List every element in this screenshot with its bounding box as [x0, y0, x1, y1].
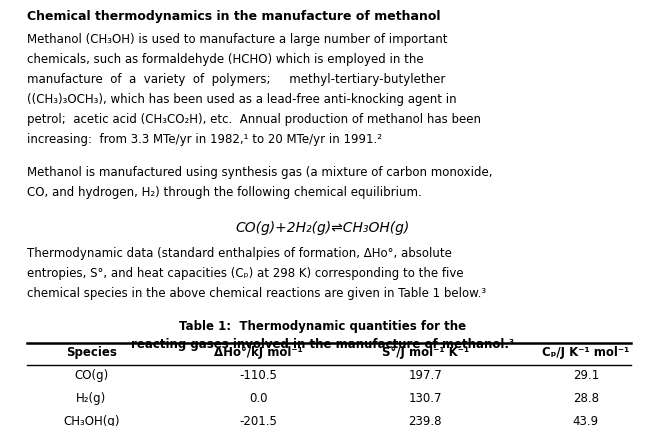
- Text: Methanol (CH₃OH) is used to manufacture a large number of important: Methanol (CH₃OH) is used to manufacture …: [27, 33, 448, 46]
- Text: CO(g)+2H₂(g)⇌CH₃OH(g): CO(g)+2H₂(g)⇌CH₃OH(g): [235, 222, 410, 235]
- Text: 130.7: 130.7: [408, 391, 442, 405]
- Text: Chemical thermodynamics in the manufacture of methanol: Chemical thermodynamics in the manufactu…: [27, 10, 441, 23]
- Bar: [27, 365, 631, 388]
- Text: manufacture  of  a  variety  of  polymers;     methyl-tertiary-butylether: manufacture of a variety of polymers; me…: [27, 73, 446, 86]
- Text: CH₃OH(g): CH₃OH(g): [63, 414, 119, 426]
- Text: Species: Species: [66, 346, 117, 359]
- Text: 239.8: 239.8: [408, 414, 442, 426]
- Text: CO(g): CO(g): [74, 369, 108, 382]
- Text: reacting gases involved in the manufacture of methanol.³: reacting gases involved in the manufactu…: [131, 337, 514, 351]
- Text: Table 1:  Thermodynamic quantities for the: Table 1: Thermodynamic quantities for th…: [179, 320, 466, 333]
- Text: ((CH₃)₃OCH₃), which has been used as a lead-free anti-knocking agent in: ((CH₃)₃OCH₃), which has been used as a l…: [27, 93, 457, 106]
- Text: petrol;  acetic acid (CH₃CO₂H), etc.  Annual production of methanol has been: petrol; acetic acid (CH₃CO₂H), etc. Annu…: [27, 113, 481, 126]
- Text: Cₚ/J K⁻¹ mol⁻¹: Cₚ/J K⁻¹ mol⁻¹: [542, 346, 630, 359]
- Text: ΔHᴏ°/kJ mol⁻¹: ΔHᴏ°/kJ mol⁻¹: [214, 346, 303, 359]
- Text: -201.5: -201.5: [239, 414, 277, 426]
- Text: H₂(g): H₂(g): [76, 391, 106, 405]
- Text: 197.7: 197.7: [408, 369, 442, 382]
- Text: increasing:  from 3.3 MTe/yr in 1982,¹ to 20 MTe/yr in 1991.²: increasing: from 3.3 MTe/yr in 1982,¹ to…: [27, 132, 382, 146]
- Text: CO, and hydrogen, H₂) through the following chemical equilibrium.: CO, and hydrogen, H₂) through the follow…: [27, 186, 422, 199]
- Text: 43.9: 43.9: [573, 414, 599, 426]
- Text: 28.8: 28.8: [573, 391, 599, 405]
- Text: chemicals, such as formaldehyde (HCHO) which is employed in the: chemicals, such as formaldehyde (HCHO) w…: [27, 53, 424, 66]
- Text: -110.5: -110.5: [239, 369, 277, 382]
- Text: S°/J mol⁻¹ K⁻¹: S°/J mol⁻¹ K⁻¹: [382, 346, 469, 359]
- Text: chemical species in the above chemical reactions are given in Table 1 below.³: chemical species in the above chemical r…: [27, 287, 486, 300]
- Text: 0.0: 0.0: [249, 391, 268, 405]
- Text: Methanol is manufactured using synthesis gas (a mixture of carbon monoxide,: Methanol is manufactured using synthesis…: [27, 166, 493, 179]
- Bar: [27, 411, 631, 426]
- Text: 29.1: 29.1: [573, 369, 599, 382]
- Text: entropies, S°, and heat capacities (Cₚ) at 298 K) corresponding to the five: entropies, S°, and heat capacities (Cₚ) …: [27, 267, 464, 280]
- Text: Thermodynamic data (standard enthalpies of formation, ΔHᴏ°, absolute: Thermodynamic data (standard enthalpies …: [27, 247, 452, 260]
